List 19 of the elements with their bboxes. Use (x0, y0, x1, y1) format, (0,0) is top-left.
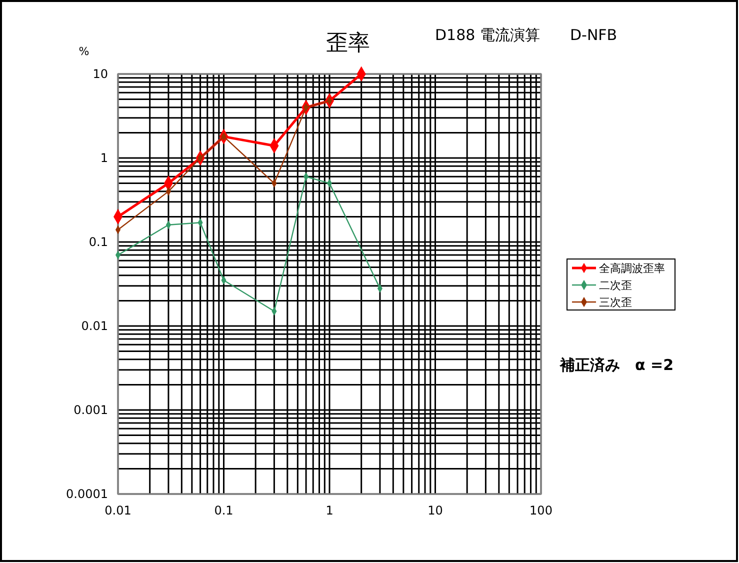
legend-label: 二次歪 (599, 279, 632, 292)
y-tick-label: 0.001 (74, 402, 108, 417)
y-tick-label: 0.0001 (66, 486, 108, 501)
legend-label: 三次歪 (599, 296, 632, 309)
text: 補正済み α =2 (559, 356, 674, 374)
legend-label: 全高調波歪率 (599, 262, 665, 275)
chart-title: 歪率 (326, 31, 370, 56)
x-tick-label: 0.1 (214, 504, 234, 518)
y-tick-label: 0.1 (88, 234, 108, 249)
y-tick-label: 1 (100, 150, 108, 165)
x-tick-label: 100 (530, 504, 552, 518)
x-tick-label: 0.01 (104, 504, 132, 518)
text: D188 電流演算 (435, 26, 540, 44)
x-tick-label: 1 (326, 504, 334, 518)
text: D-NFB (570, 26, 618, 44)
y-tick-label: 0.01 (81, 318, 108, 333)
x-tick-label: 10 (428, 504, 443, 518)
y-tick-label: 10 (92, 66, 108, 81)
y-axis-title: % (78, 45, 90, 58)
